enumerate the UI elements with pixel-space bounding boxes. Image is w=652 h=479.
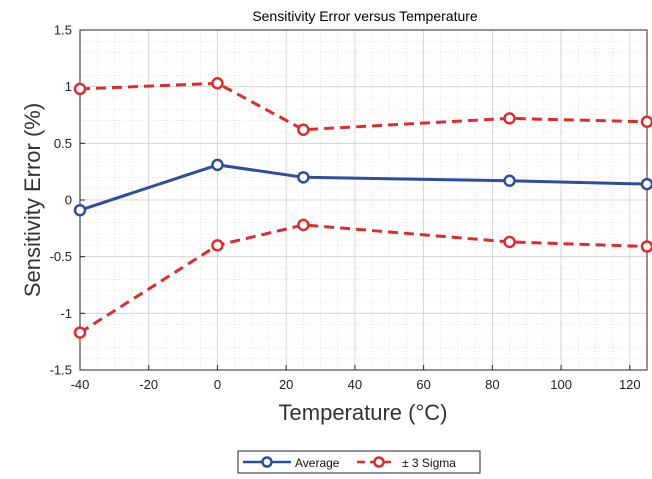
x-tick-label: 120 bbox=[619, 377, 641, 392]
data-point bbox=[211, 158, 224, 172]
y-tick-label: 1.5 bbox=[54, 23, 72, 38]
y-tick-label: -0.5 bbox=[50, 249, 72, 264]
series-line-1 bbox=[79, 81, 648, 132]
x-tick-label: 20 bbox=[279, 377, 293, 392]
x-tick-label: -40 bbox=[71, 377, 90, 392]
data-point bbox=[73, 82, 87, 96]
x-axis-ticks: -40 -20 0 20 40 60 80 100 120 bbox=[71, 365, 641, 392]
x-tick-label: -20 bbox=[139, 377, 158, 392]
series-line-0 bbox=[79, 163, 648, 212]
legend-average-label: Average bbox=[295, 456, 340, 470]
y-tick-label: -1 bbox=[60, 306, 72, 321]
data-point bbox=[503, 174, 516, 187]
data-point bbox=[297, 218, 310, 232]
x-tick-label: 60 bbox=[416, 377, 430, 392]
data-point bbox=[297, 123, 310, 136]
y-axis-title: Sensitivity Error (%) bbox=[20, 103, 45, 297]
series-line-2 bbox=[79, 223, 648, 334]
series-layer bbox=[73, 77, 652, 339]
x-tick-label: 0 bbox=[214, 377, 221, 392]
x-tick-label: 80 bbox=[485, 377, 499, 392]
x-tick-label: 100 bbox=[550, 377, 572, 392]
legend-sigma-label: ± 3 Sigma bbox=[402, 456, 456, 470]
data-point bbox=[297, 171, 310, 184]
data-point bbox=[640, 177, 652, 191]
legend: Average ± 3 Sigma bbox=[237, 450, 481, 474]
data-point bbox=[640, 115, 652, 129]
legend-sigma-marker bbox=[373, 456, 385, 468]
y-tick-label: 1 bbox=[65, 79, 72, 94]
y-tick-label: 0 bbox=[65, 193, 72, 208]
data-point bbox=[640, 240, 652, 253]
chart-title: Sensitivity Error versus Temperature bbox=[252, 8, 478, 24]
x-axis-title: Temperature (°C) bbox=[279, 400, 448, 425]
data-point bbox=[211, 77, 224, 90]
y-tick-label: -1.5 bbox=[50, 363, 72, 378]
data-point bbox=[73, 326, 87, 339]
data-point bbox=[503, 112, 516, 125]
major-grid bbox=[79, 29, 647, 371]
y-tick-label: 0.5 bbox=[54, 136, 72, 151]
data-point bbox=[73, 203, 87, 217]
data-point bbox=[211, 239, 224, 252]
legend-average-marker bbox=[261, 456, 273, 468]
x-tick-label: 40 bbox=[348, 377, 362, 392]
data-point bbox=[503, 235, 516, 249]
